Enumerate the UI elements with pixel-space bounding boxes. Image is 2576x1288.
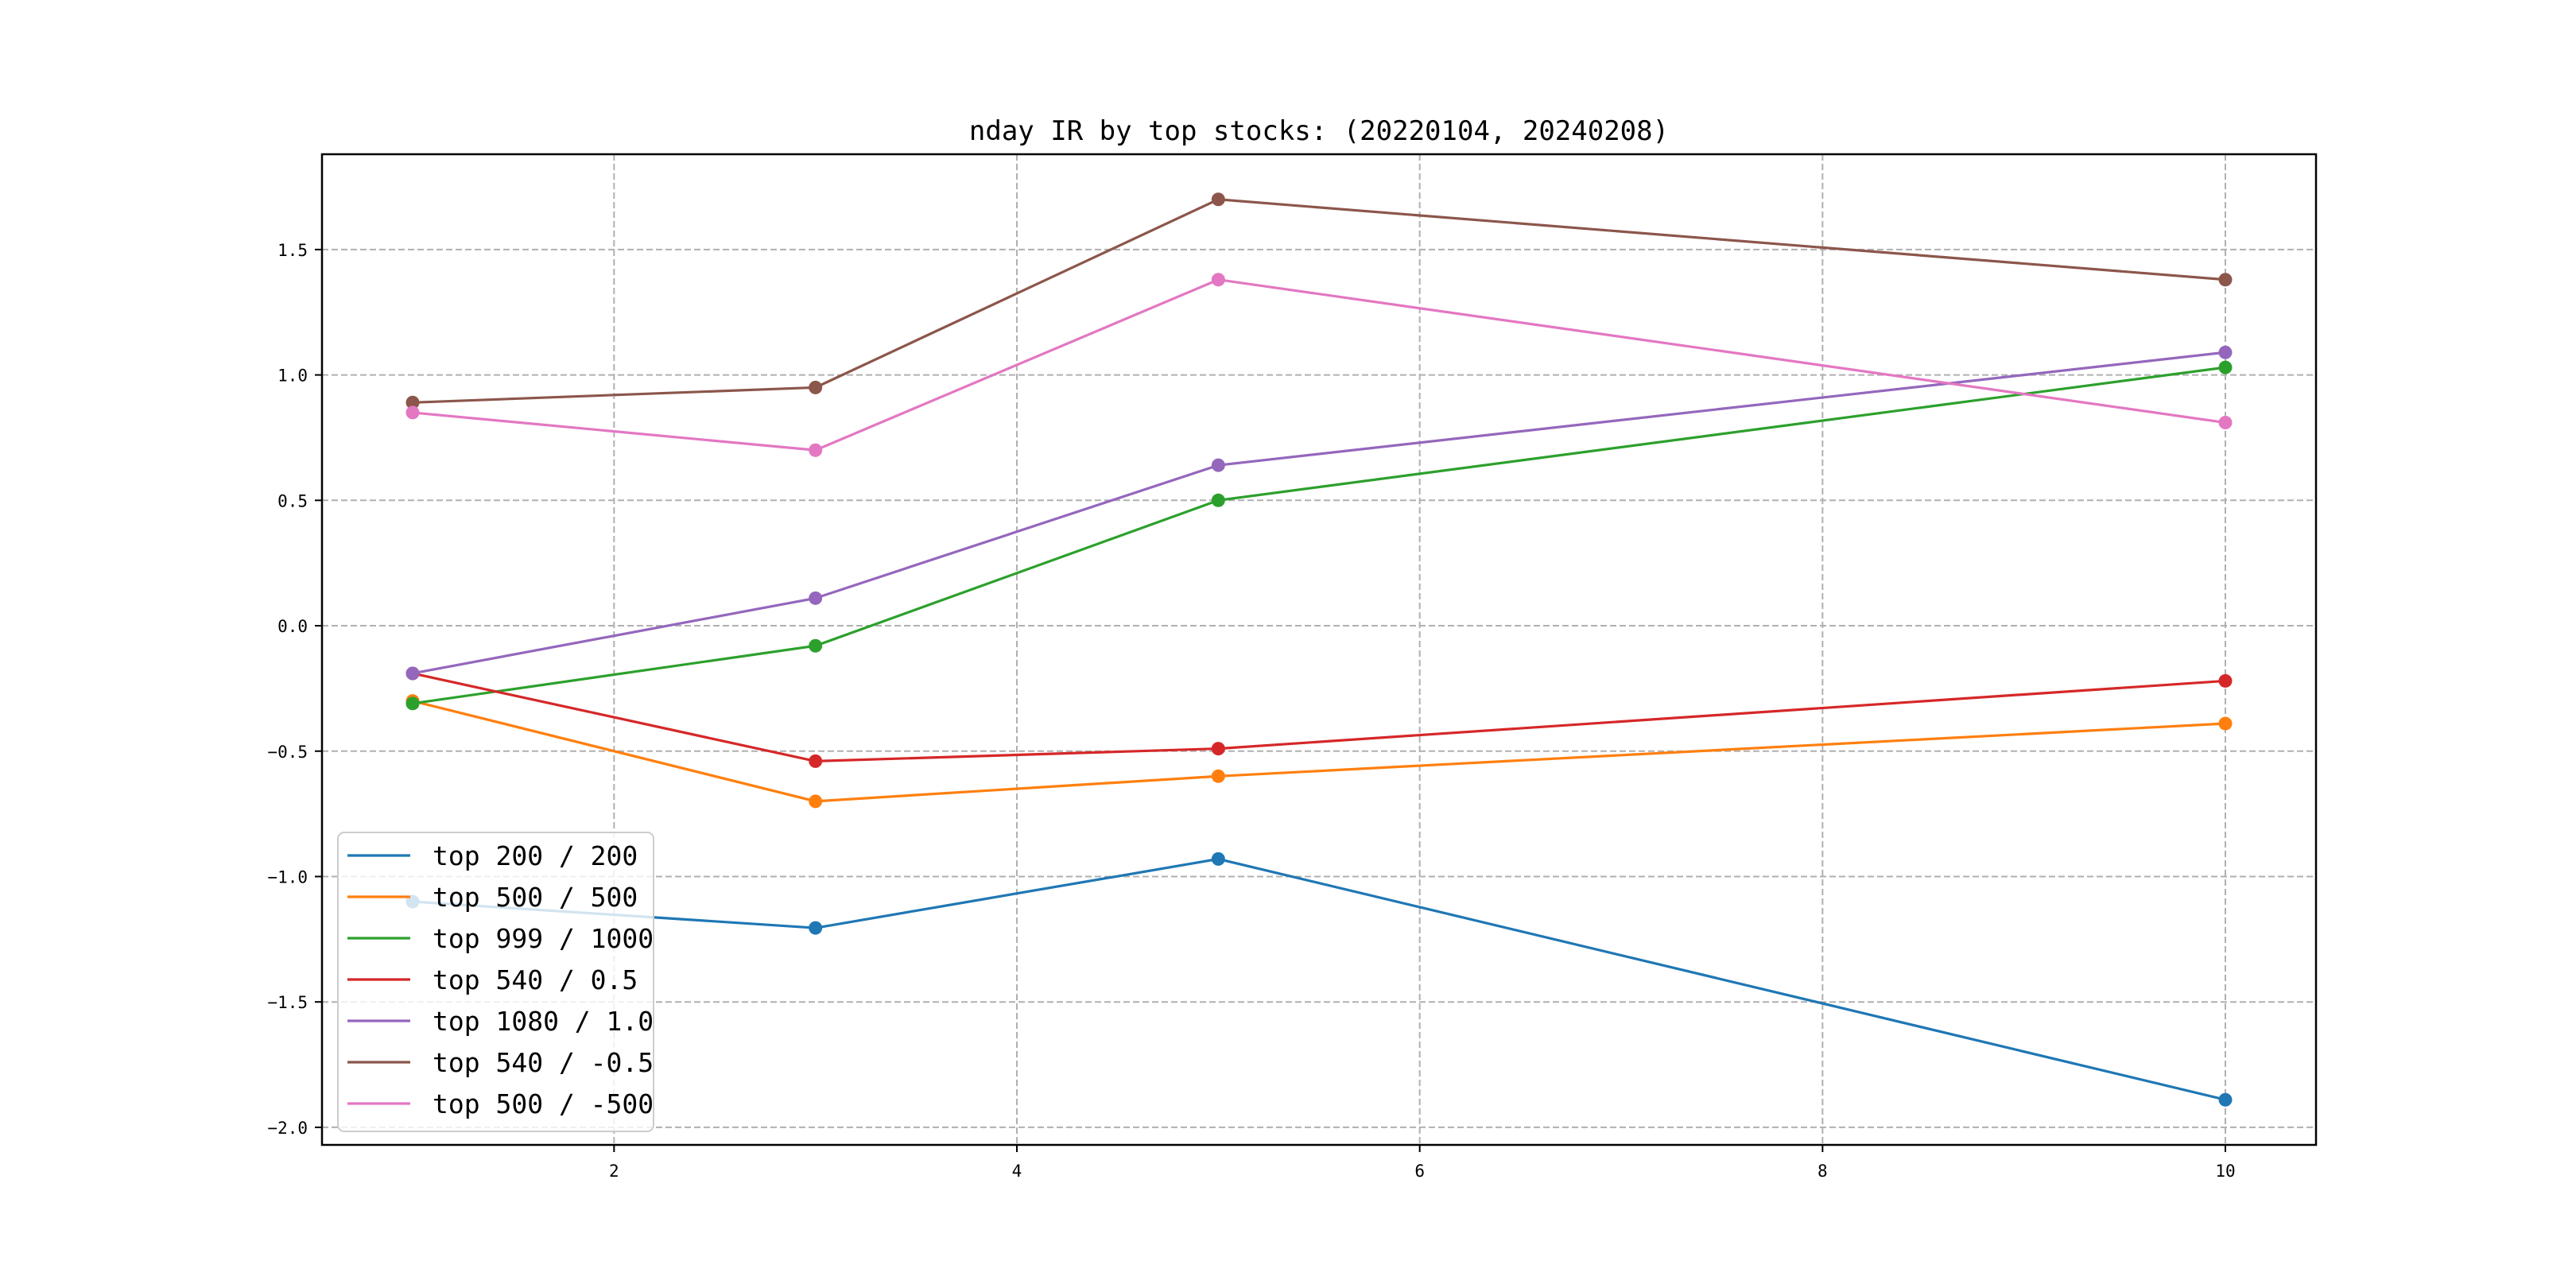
- data-point: [2218, 673, 2233, 688]
- y-tick-label: −2.0: [267, 1119, 308, 1138]
- legend-label: top 540 / -0.5: [433, 1047, 654, 1078]
- data-point: [2218, 345, 2233, 359]
- legend-label: top 1080 / 1.0: [433, 1006, 654, 1037]
- legend-label: top 540 / 0.5: [433, 964, 638, 995]
- y-tick-label: 0.0: [277, 617, 308, 636]
- y-tick-label: −1.0: [267, 867, 308, 886]
- y-tick-label: −1.5: [267, 993, 308, 1012]
- series-line: [412, 857, 2226, 1101]
- x-tick-label: 2: [609, 1162, 619, 1181]
- data-point: [2218, 716, 2233, 731]
- data-point: [2218, 1092, 2233, 1107]
- legend-label: top 200 / 200: [433, 840, 638, 871]
- data-point: [809, 921, 823, 935]
- x-tick-label: 6: [1414, 1162, 1425, 1181]
- series-line: [412, 700, 2226, 803]
- data-point: [809, 638, 823, 653]
- series-line: [412, 198, 2226, 404]
- data-point: [809, 443, 823, 457]
- series-line: [412, 366, 2226, 705]
- series-line: [412, 351, 2226, 675]
- data-point: [2218, 360, 2233, 374]
- data-point: [1211, 852, 1225, 866]
- chart-title: nday IR by top stocks: (20220104, 202402…: [969, 115, 1669, 147]
- x-tick-label: 8: [1818, 1162, 1828, 1181]
- data-point: [809, 794, 823, 809]
- data-point: [405, 395, 420, 409]
- data-point: [405, 666, 420, 681]
- legend-label: top 500 / -500: [433, 1088, 654, 1119]
- data-point: [1211, 742, 1225, 756]
- data-point: [1211, 493, 1225, 507]
- series-line: [412, 278, 2226, 452]
- legend-label: top 500 / 500: [433, 882, 638, 913]
- y-tick-label: 1.5: [277, 241, 308, 260]
- series-line: [412, 672, 2226, 762]
- data-point: [405, 696, 420, 711]
- series-lines: [405, 192, 2233, 1107]
- data-point: [1211, 273, 1225, 287]
- data-point: [809, 380, 823, 394]
- y-tick-label: −0.5: [267, 743, 308, 762]
- y-tick-label: 0.5: [277, 491, 308, 510]
- x-tick-label: 4: [1012, 1162, 1022, 1181]
- x-tick-label: 10: [2215, 1162, 2235, 1181]
- plot-frame: [320, 153, 2318, 1146]
- data-point: [2218, 273, 2233, 287]
- legend-box: [337, 832, 654, 1132]
- data-point: [1211, 769, 1225, 783]
- legend-label: top 999 / 1000: [433, 923, 654, 954]
- data-point: [2218, 416, 2233, 430]
- legend: top 200 / 200 top 500 / 500 top 999 / 1000…: [337, 832, 654, 1132]
- data-point: [809, 754, 823, 768]
- data-point: [809, 591, 823, 605]
- y-tick-label: 1.0: [277, 367, 308, 386]
- data-point: [405, 405, 420, 420]
- data-point: [1211, 458, 1225, 472]
- axis-ticks: 2 4 6 8 10 −2.0 −1.5 −1.0 −0.5 0.0 0.5 1.0 1.5: [267, 241, 2235, 1181]
- grid: [322, 154, 2316, 1145]
- data-point: [1211, 192, 1225, 207]
